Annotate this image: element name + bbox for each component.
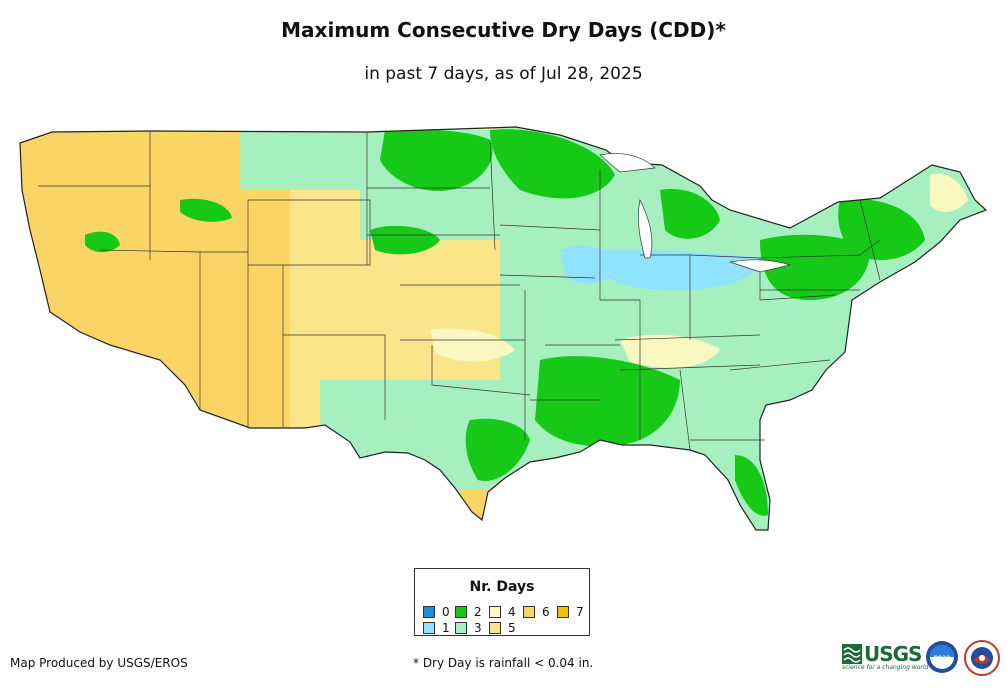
legend-title: Nr. Days [469,579,535,595]
usgs-tagline: science for a changing world [842,664,929,671]
legend-box: Nr. Days 0 1 2 3 4 5 6 7 [414,568,590,636]
border-tn-south [619,364,761,371]
legend-swatch-5 [489,622,501,634]
border-ok-tx [431,345,531,396]
border-ny-vt [859,199,881,281]
legend-item-6: 6 [523,605,550,619]
border-co-nm-tx [283,334,386,420]
nws-logo[interactable] [964,640,1000,676]
state-borders [38,131,881,451]
cdd-2-minnesota [490,129,615,199]
cdd-3-montana [240,130,370,190]
cdd-2-east-texas [465,418,530,481]
legend-swatch-2 [455,606,467,618]
cdd-4-maine [930,173,968,212]
border-ia-mo [499,274,596,279]
legend-label-4: 4 [508,605,516,619]
legend-item-0: 0 [423,605,450,619]
legend-label-3: 3 [474,621,482,635]
map-subtitle: in past 7 days, as of Jul 28, 2025 [364,64,643,84]
cdd-map [19,126,987,531]
lake-michigan [638,198,653,259]
lake-superior [599,153,656,173]
border-va-md [759,294,836,301]
legend-label-0: 0 [442,605,450,619]
legend-label-7: 7 [576,605,584,619]
legend-label-2: 2 [474,605,482,619]
legend-item-3: 3 [455,621,482,635]
usgs-wave-icon [842,644,862,664]
cdd-2-nw-nevada [85,231,120,253]
legend-swatch-1 [423,622,435,634]
cdd-1-illinois-ohio [590,249,760,291]
usgs-logo-text: USGS [864,642,922,666]
border-wyoming [248,199,371,266]
legend-label-5: 5 [508,621,516,635]
legend-label-6: 6 [542,605,550,619]
legend-swatch-7 [557,606,569,618]
legend-swatch-3 [455,622,467,634]
border-mn-west [489,139,496,251]
dry-day-footnote: * Dry Day is rainfall < 0.04 in. [413,656,594,670]
cdd-2-pennsylvania [760,234,870,300]
cdd-4-tennessee [620,334,720,368]
border-ny-pa [759,239,881,259]
lake-erie [729,259,792,273]
usgs-logo[interactable]: USGS science for a changing world [842,642,928,671]
noaa-logo[interactable]: noaa [925,640,959,674]
cdd-2-florida [735,455,768,516]
legend-label-1: 1 [442,621,450,635]
map-title: Maximum Consecutive Dry Days (CDD)* [281,18,726,42]
legend-item-7: 7 [557,605,584,619]
cdd-4-oklahoma [430,328,515,362]
legend-item-4: 4 [489,605,516,619]
cdd-2-idaho [180,198,232,222]
border-nc-sc [729,359,831,371]
legend-swatch-4 [489,606,501,618]
cdd-2-lower-mississippi [535,356,680,447]
border-mn-ia [499,224,601,231]
border-al-ga [679,369,691,451]
map-credit: Map Produced by USGS/EROS [10,656,188,670]
cdd-2-north-dakota [380,129,493,191]
legend-swatch-6 [523,606,535,618]
legend-swatch-0 [423,606,435,618]
noaa-logo-text: noaa [934,654,951,661]
border-ms-al [600,299,641,440]
legend-item-2: 2 [455,605,482,619]
legend-item-5: 5 [489,621,516,635]
cdd-2-michigan [660,189,720,239]
legend-item-1: 1 [423,621,450,635]
cdd-2-new-england [838,199,925,260]
cdd-2-nebraska [370,225,440,255]
border-tn-ky [614,334,761,341]
cdd-3-georgia [700,399,765,450]
